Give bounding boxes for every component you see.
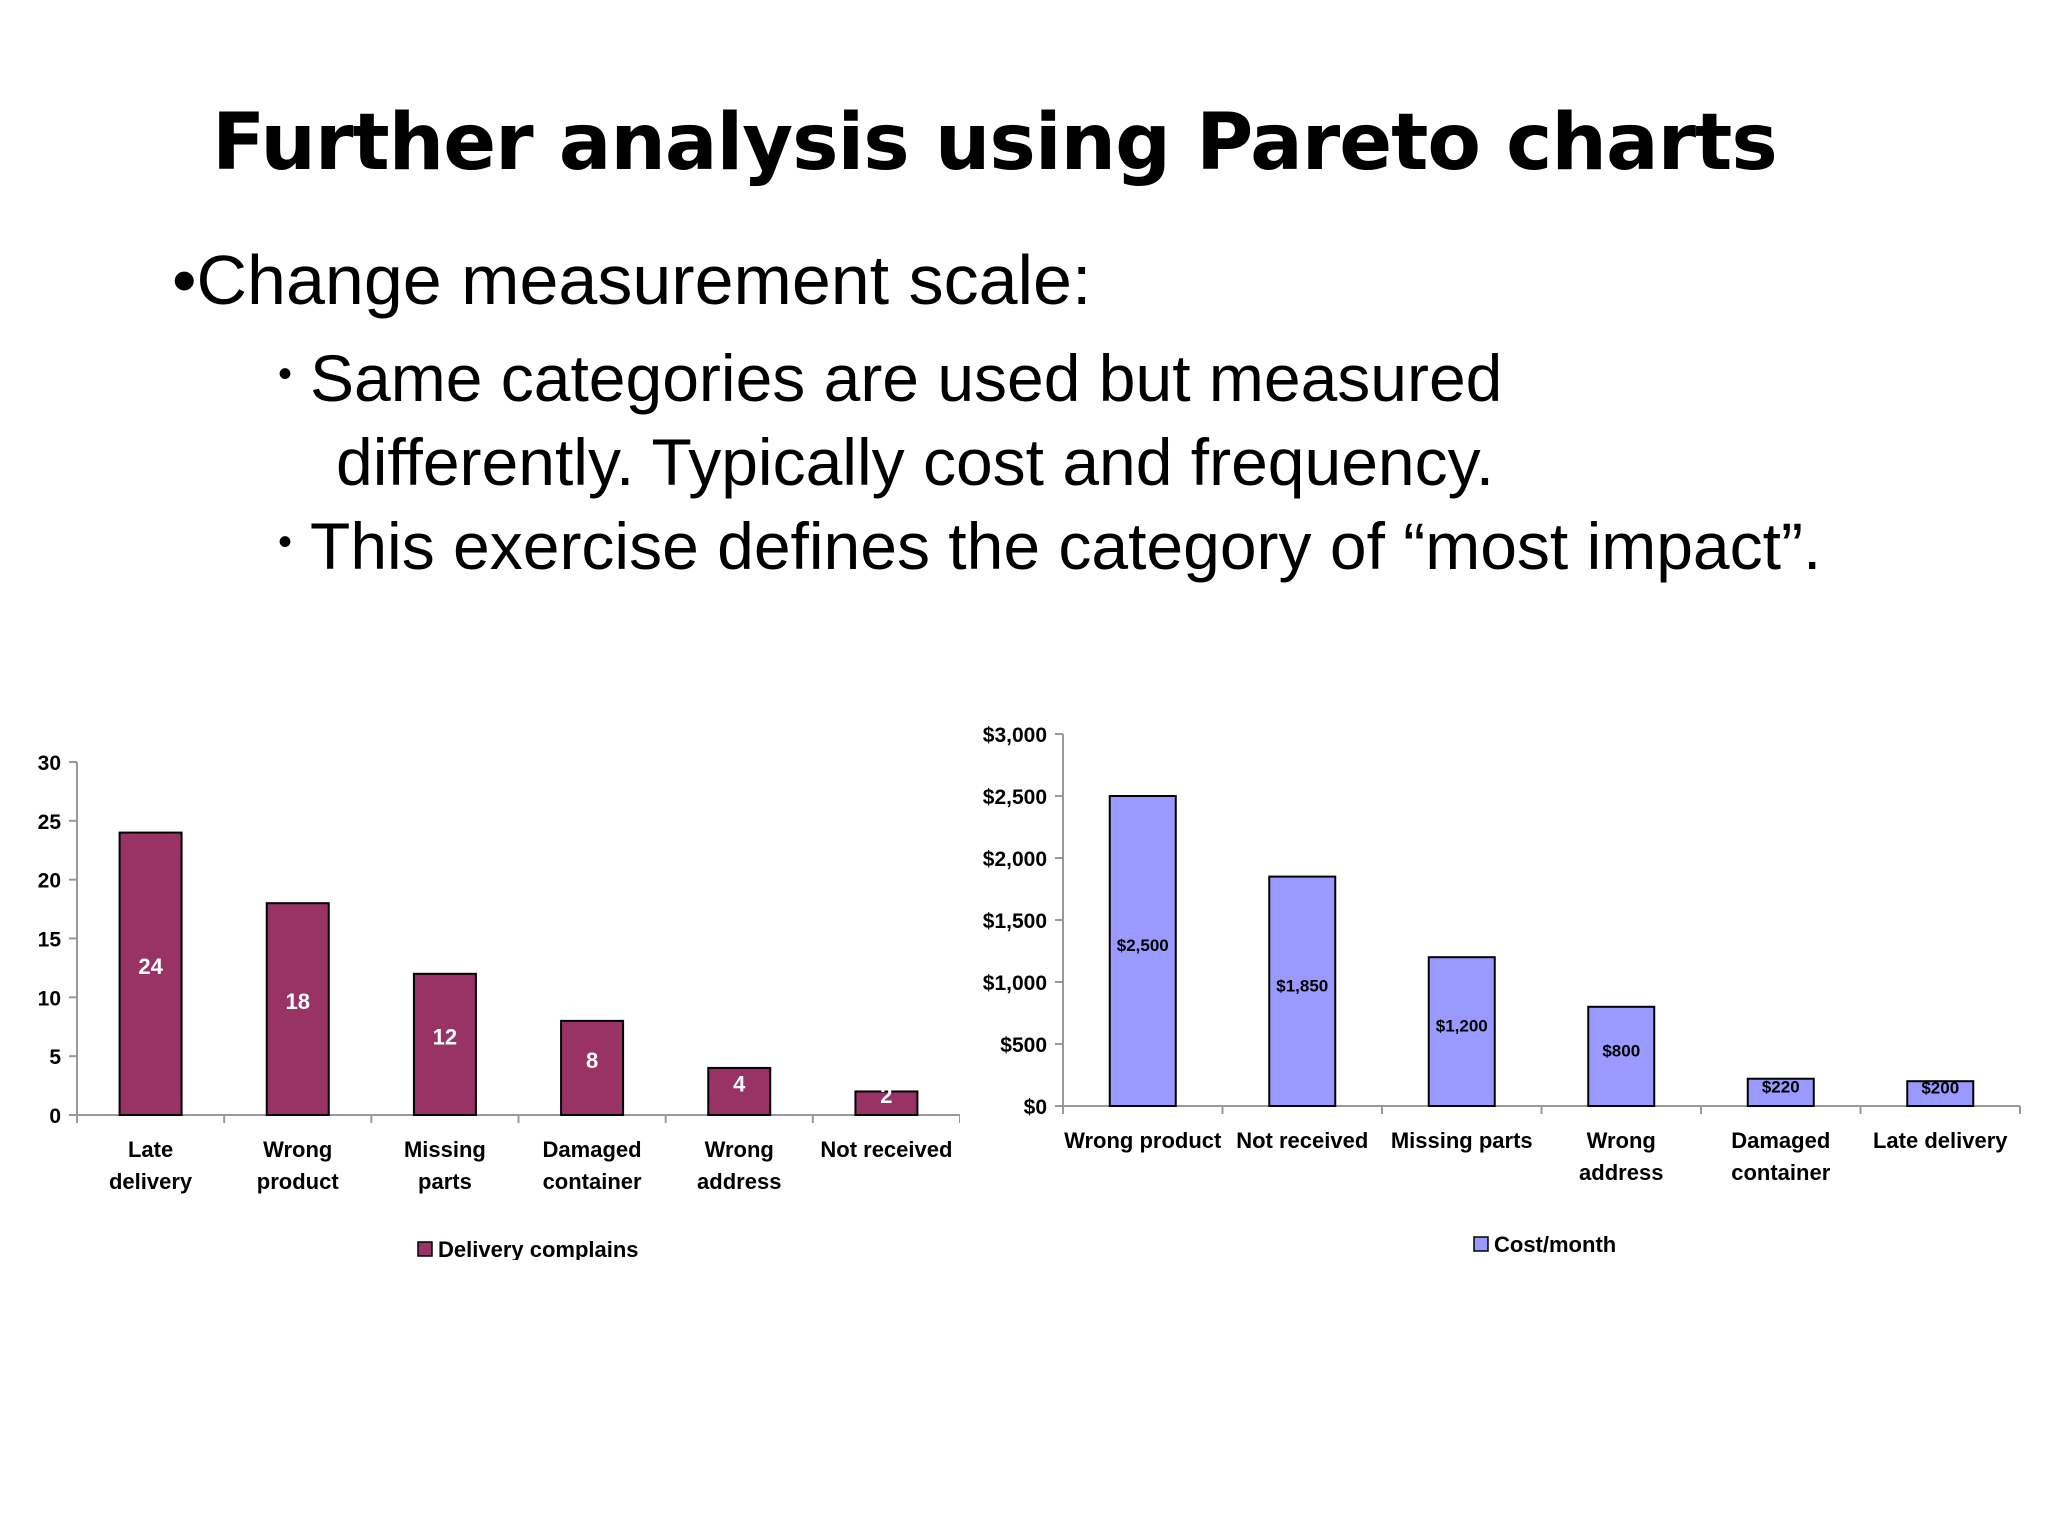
bullet-sub-2: • This exercise defines the category of “… [278, 500, 1821, 588]
y-tick-label: 25 [38, 811, 62, 834]
bar [1587, 1005, 1656, 1107]
x-tick-label: Late [128, 1137, 173, 1162]
x-tick-label: Damaged [543, 1137, 642, 1162]
y-tick-label: 10 [38, 987, 61, 1010]
data-label: 24 [138, 954, 163, 979]
data-label: $1,200 [1436, 1017, 1488, 1036]
y-tick-label: $2,000 [983, 848, 1047, 871]
cost-bar-chart: $0 $500 $1,000 $1,500 $2,000 $2,500 $3,000 $2,5… [983, 724, 2021, 1257]
data-label: $800 [1602, 1041, 1640, 1060]
bullet-main: •Change measurement scale: [172, 241, 1092, 319]
legend-swatch [417, 1241, 433, 1257]
legend: Delivery complains [417, 1237, 639, 1260]
data-label: 8 [586, 1048, 598, 1073]
legend-label: Cost/month [1494, 1232, 1616, 1257]
x-tick-label: container [543, 1169, 642, 1194]
legend-label: Delivery complains [438, 1237, 639, 1260]
x-tick-label: Not received [1236, 1128, 1368, 1153]
bullet-sub-1-line2: differently. Typically cost and frequenc… [336, 425, 1495, 499]
x-tick-label: Missing parts [1391, 1128, 1533, 1153]
y-tick-label: $1,500 [983, 910, 1047, 933]
data-label: 18 [286, 989, 310, 1014]
bar [1427, 956, 1496, 1108]
x-tick-label: Wrong product [1064, 1128, 1222, 1153]
x-tick-label: Damaged [1731, 1128, 1830, 1153]
x-tick-label: delivery [109, 1169, 193, 1194]
y-tick-label: 30 [38, 752, 61, 775]
slide-title: Further analysis using Pareto charts [212, 98, 1778, 188]
complaints-bar-chart: 05101520253024Latedelivery18Wrongproduct… [38, 752, 960, 1260]
data-label: $200 [1921, 1079, 1959, 1098]
bar [560, 1019, 625, 1116]
x-tick-label: Wrong [705, 1137, 774, 1162]
bar [118, 831, 183, 1116]
bar [1906, 1080, 1975, 1108]
y-tick-label: 0 [49, 1105, 61, 1128]
legend-swatch [1473, 1236, 1489, 1252]
bar [1268, 875, 1337, 1107]
x-tick-label: parts [418, 1169, 472, 1194]
bar [707, 1066, 772, 1116]
y-tick-label: $1,000 [983, 972, 1047, 995]
x-tick-label: Wrong [1587, 1128, 1656, 1153]
x-tick-label: address [697, 1169, 781, 1194]
data-label: $2,500 [1117, 936, 1169, 955]
y-tick-label: $0 [1024, 1096, 1047, 1119]
x-tick-label: product [257, 1169, 340, 1194]
data-label: 4 [733, 1071, 746, 1096]
y-tick-label: 5 [49, 1046, 61, 1069]
bullet-sub-1: • Same categories are used but measured d… [278, 332, 1502, 504]
x-tick-label: Not received [820, 1137, 952, 1162]
bullet-sub-1-line1: Same categories are used but measured [310, 341, 1503, 415]
y-tick-label: $500 [1000, 1034, 1047, 1057]
data-label: $220 [1762, 1077, 1800, 1096]
x-tick-label: Wrong [263, 1137, 332, 1162]
bullet-dot: • [278, 520, 293, 564]
data-label: $1,850 [1276, 976, 1328, 995]
bullet-sub-2-text: This exercise defines the category of “m… [310, 509, 1822, 583]
bar [1746, 1077, 1815, 1108]
bullet-dot: • [278, 352, 293, 396]
x-tick-label: Late delivery [1873, 1128, 2008, 1153]
y-tick-label: $2,500 [983, 786, 1047, 809]
y-tick-label: $3,000 [983, 724, 1047, 747]
data-label: 12 [433, 1024, 457, 1049]
bar [265, 902, 330, 1116]
y-tick-label: 20 [38, 870, 61, 893]
bar [1108, 795, 1177, 1107]
legend: Cost/month [1473, 1232, 1616, 1257]
x-tick-label: Missing [404, 1137, 486, 1162]
bar [412, 972, 477, 1116]
bar [854, 1090, 919, 1117]
y-tick-label: 15 [38, 929, 62, 952]
x-tick-label: address [1579, 1160, 1663, 1185]
x-tick-label: container [1731, 1160, 1830, 1185]
data-label: 2 [880, 1083, 892, 1108]
